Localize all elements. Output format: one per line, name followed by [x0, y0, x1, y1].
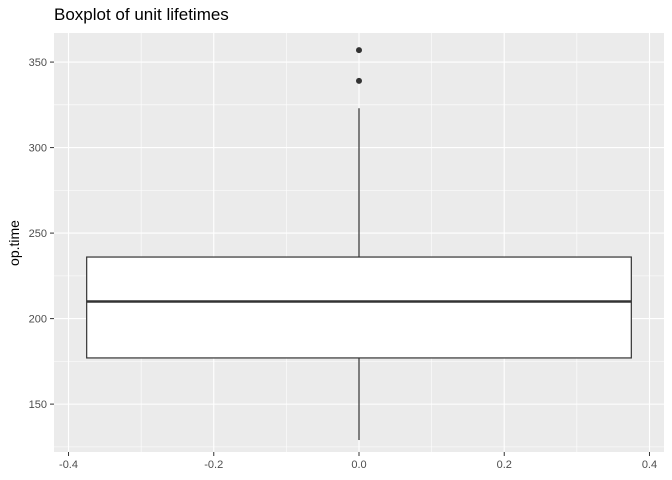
x-tick-label: 0.0: [351, 459, 366, 471]
y-axis-title: op.time: [6, 220, 22, 266]
box-iqr: [86, 256, 632, 359]
y-tick-label: 200: [29, 314, 47, 326]
y-tick-label: 250: [29, 228, 47, 240]
boxplot: [86, 47, 632, 441]
x-tick-label: -0.4: [59, 459, 78, 471]
chart-title: Boxplot of unit lifetimes: [54, 5, 229, 24]
y-tick-label: 300: [29, 143, 47, 155]
y-tick-label: 350: [29, 57, 47, 69]
x-axis: -0.4 -0.2 0.0 0.2 0.4: [59, 452, 657, 471]
outlier-point: [356, 77, 362, 84]
y-axis: 150 200 250 300 350: [29, 57, 54, 411]
x-tick-label: 0.2: [497, 459, 512, 471]
x-tick-label: -0.2: [204, 459, 223, 471]
y-tick-label: 150: [29, 399, 47, 411]
x-tick-label: 0.4: [642, 459, 657, 471]
outlier-point: [356, 47, 362, 54]
